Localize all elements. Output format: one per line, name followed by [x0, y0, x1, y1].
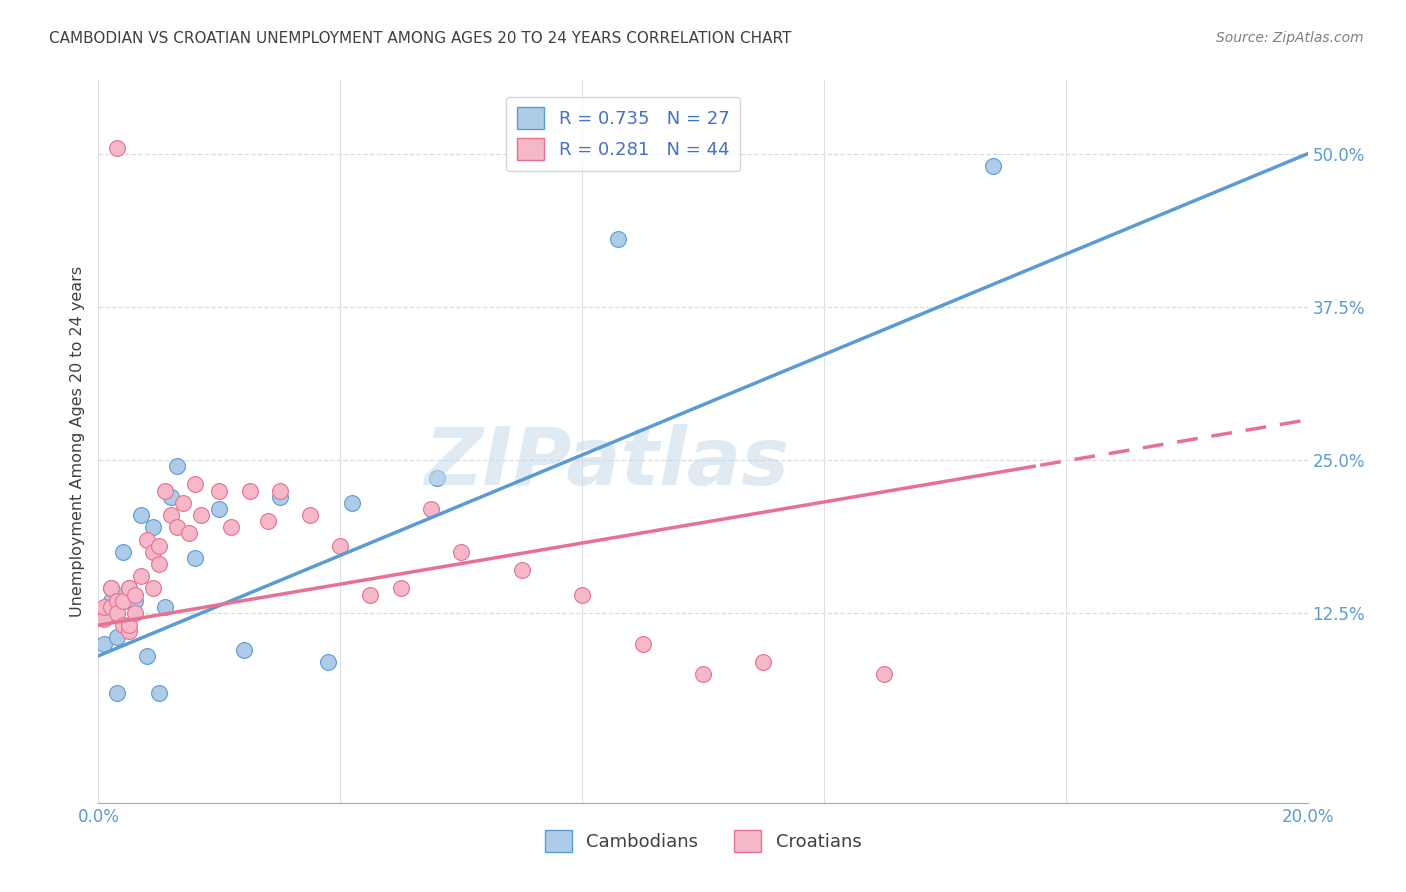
Point	[571, 588, 593, 602]
Point	[239, 483, 262, 498]
Point	[752, 655, 775, 669]
Point	[124, 593, 146, 607]
Point	[184, 550, 207, 565]
Point	[329, 539, 352, 553]
Text: Source: ZipAtlas.com: Source: ZipAtlas.com	[1216, 31, 1364, 45]
Point	[93, 637, 115, 651]
Point	[342, 496, 364, 510]
Point	[142, 582, 165, 596]
Point	[256, 514, 278, 528]
Point	[142, 545, 165, 559]
Point	[631, 637, 654, 651]
Point	[179, 526, 201, 541]
Point	[100, 582, 122, 596]
Point	[153, 599, 176, 614]
Point	[208, 502, 231, 516]
Point	[100, 599, 122, 614]
Point	[105, 593, 128, 607]
Point	[135, 533, 157, 547]
Point	[118, 582, 141, 596]
Point	[873, 667, 896, 681]
Point	[232, 642, 254, 657]
Point	[166, 458, 188, 473]
Legend: Cambodians, Croatians: Cambodians, Croatians	[537, 822, 869, 859]
Point	[105, 685, 128, 699]
Point	[93, 612, 115, 626]
Point	[221, 520, 243, 534]
Point	[111, 618, 134, 632]
Point	[450, 545, 472, 559]
Point	[100, 593, 122, 607]
Point	[111, 593, 134, 607]
Point	[118, 624, 141, 639]
Text: CAMBODIAN VS CROATIAN UNEMPLOYMENT AMONG AGES 20 TO 24 YEARS CORRELATION CHART: CAMBODIAN VS CROATIAN UNEMPLOYMENT AMONG…	[49, 31, 792, 46]
Point	[607, 232, 630, 246]
Point	[105, 631, 128, 645]
Point	[129, 569, 152, 583]
Point	[299, 508, 322, 522]
Point	[269, 483, 291, 498]
Point	[172, 496, 194, 510]
Point	[148, 557, 170, 571]
Point	[135, 648, 157, 663]
Text: ZIPatlas: ZIPatlas	[423, 425, 789, 502]
Point	[100, 582, 122, 596]
Point	[118, 618, 141, 632]
Point	[129, 508, 152, 522]
Point	[208, 483, 231, 498]
Point	[142, 520, 165, 534]
Point	[692, 667, 714, 681]
Point	[111, 545, 134, 559]
Point	[93, 599, 115, 614]
Point	[184, 477, 207, 491]
Point	[118, 593, 141, 607]
Point	[510, 563, 533, 577]
Point	[111, 588, 134, 602]
Point	[426, 471, 449, 485]
Point	[148, 685, 170, 699]
Point	[160, 508, 183, 522]
Point	[118, 582, 141, 596]
Point	[124, 606, 146, 620]
Point	[153, 483, 176, 498]
Point	[981, 159, 1004, 173]
Point	[124, 588, 146, 602]
Point	[105, 606, 128, 620]
Point	[389, 582, 412, 596]
Point	[269, 490, 291, 504]
Point	[316, 655, 339, 669]
Point	[420, 502, 443, 516]
Point	[160, 490, 183, 504]
Point	[105, 141, 128, 155]
Y-axis label: Unemployment Among Ages 20 to 24 years: Unemployment Among Ages 20 to 24 years	[69, 266, 84, 617]
Point	[105, 599, 128, 614]
Point	[190, 508, 212, 522]
Point	[166, 520, 188, 534]
Point	[148, 539, 170, 553]
Point	[360, 588, 382, 602]
